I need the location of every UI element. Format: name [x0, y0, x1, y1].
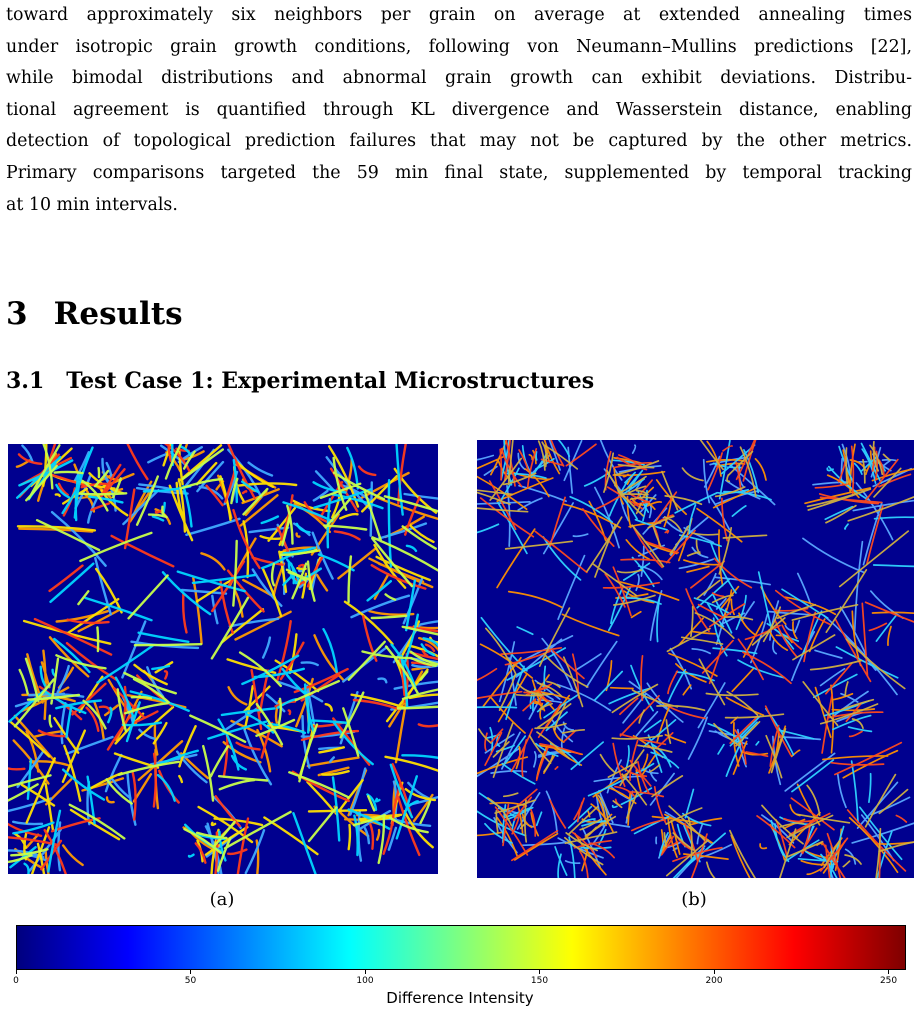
grain-boundary-layer — [477, 440, 914, 878]
colorbar-tick — [15, 970, 17, 974]
subsection-title: Test Case 1: Experimental Microstructure… — [66, 368, 595, 394]
colorbar-tick-label: 200 — [705, 976, 723, 986]
figure-caption-b: (b) — [681, 889, 707, 910]
grain-boundary-layer — [8, 444, 438, 872]
section-number: 3 — [6, 296, 28, 332]
paragraph-line: at 10 min intervals. — [6, 194, 178, 215]
colorbar-tick-label: 0 — [13, 976, 19, 986]
colorbar-tick-label: 100 — [356, 976, 374, 986]
difference-map-a — [8, 444, 438, 874]
grain-boundary-map-a — [8, 444, 438, 874]
paragraph-line: detection of topological prediction fail… — [6, 131, 912, 152]
section-heading: 3 Results — [6, 296, 183, 332]
colorbar-tick — [713, 970, 715, 974]
colorbar-tick — [888, 970, 890, 974]
paragraph-line: toward approximately six neighbors per g… — [6, 5, 912, 25]
colorbar-tick-label: 50 — [184, 976, 197, 986]
colorbar-label: Difference Intensity — [386, 989, 534, 1007]
paragraph-line: Primary comparisons targeted the 59 min … — [6, 162, 912, 183]
grain-boundary-layer — [477, 440, 914, 878]
paragraph-line: tional agreement is quantified through K… — [6, 99, 912, 120]
difference-map-b — [477, 440, 914, 878]
paragraph-line: while bimodal distributions and abnormal… — [6, 68, 912, 89]
colorbar — [16, 925, 906, 970]
subsection-heading: 3.1 Test Case 1: Experimental Microstruct… — [6, 368, 594, 394]
section-title: Results — [53, 296, 183, 332]
figure-caption-a: (a) — [209, 889, 235, 910]
colorbar-tick — [190, 970, 191, 974]
colorbar-tick-label: 250 — [879, 976, 898, 986]
grain-boundary-map-b — [477, 440, 914, 878]
body-paragraph: toward approximately six neighbors per g… — [6, 0, 912, 221]
colorbar-tick — [364, 970, 366, 974]
paragraph-line: under isotropic grain growth conditions,… — [6, 36, 912, 57]
subsection-number: 3.1 — [6, 368, 45, 394]
colorbar-tick — [539, 970, 541, 974]
colorbar-tick-label: 150 — [530, 976, 549, 986]
